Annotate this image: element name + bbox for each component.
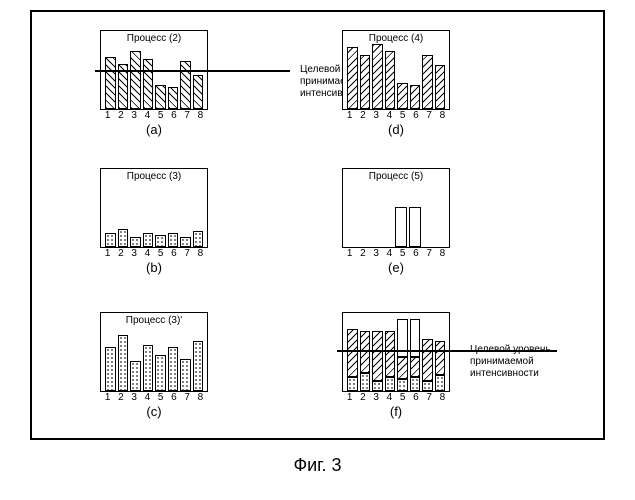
segment xyxy=(347,377,358,391)
bar xyxy=(130,237,141,247)
stack xyxy=(410,319,421,391)
panel-c: Процесс (3)' 12345678 (c) xyxy=(100,312,208,392)
segment xyxy=(422,339,433,381)
panel-d-title: Процесс (4) xyxy=(343,33,449,44)
panel-f-xaxis: 12345678 xyxy=(343,393,449,403)
figure-frame: Процесс (2) 12345678 (a) Целевой уровень… xyxy=(30,10,605,440)
stack xyxy=(360,331,371,391)
panel-b-xaxis: 12345678 xyxy=(101,249,207,259)
segment xyxy=(435,341,446,375)
segment xyxy=(397,357,408,379)
bar xyxy=(422,55,433,109)
bar xyxy=(143,59,154,109)
panel-f-side-label: Целевой уровеньпринимаемойинтенсивности xyxy=(470,344,551,380)
panel-d-sub: (d) xyxy=(342,122,450,137)
panel-c-title: Процесс (3)' xyxy=(101,315,207,326)
segment xyxy=(360,373,371,391)
segment xyxy=(372,331,383,381)
stack xyxy=(347,329,358,391)
panel-a-title: Процесс (2) xyxy=(101,33,207,44)
segment xyxy=(347,329,358,377)
bar xyxy=(410,85,421,109)
panel-c-box: Процесс (3)' 12345678 xyxy=(100,312,208,392)
panel-b-box: Процесс (3) 12345678 xyxy=(100,168,208,248)
panel-a-sub: (a) xyxy=(100,122,208,137)
bar xyxy=(409,207,421,247)
panel-e-sub: (e) xyxy=(342,260,450,275)
panel-d-box: Процесс (4) 12345678 xyxy=(342,30,450,110)
bar xyxy=(155,235,166,247)
panel-c-xaxis: 12345678 xyxy=(101,393,207,403)
panel-b-title: Процесс (3) xyxy=(101,171,207,182)
bar xyxy=(395,207,407,247)
bar xyxy=(435,65,446,109)
segment xyxy=(360,331,371,373)
panel-e-xaxis: 12345678 xyxy=(343,249,449,259)
bar xyxy=(168,233,179,247)
segment xyxy=(410,377,421,391)
figure-caption: Фиг. 3 xyxy=(0,455,635,476)
panel-f-bars xyxy=(347,319,445,391)
panel-f: 12345678 (f) Целевой уровеньпринимаемойи… xyxy=(342,312,450,392)
bar xyxy=(118,229,129,247)
panel-a-target xyxy=(95,70,290,72)
bar xyxy=(180,61,191,109)
stack xyxy=(372,331,383,391)
segment xyxy=(385,377,396,391)
segment xyxy=(397,379,408,391)
bar xyxy=(180,237,191,247)
bar xyxy=(360,55,371,109)
panel-a-bars xyxy=(105,51,203,109)
segment xyxy=(410,357,421,377)
bar xyxy=(347,47,358,109)
bar xyxy=(105,233,116,247)
bar xyxy=(193,75,204,109)
panel-b-sub: (b) xyxy=(100,260,208,275)
segment xyxy=(435,375,446,391)
panel-d-xaxis: 12345678 xyxy=(343,111,449,121)
panel-e-title: Процесс (5) xyxy=(343,171,449,182)
stack xyxy=(422,339,433,391)
bar xyxy=(105,347,116,391)
bar xyxy=(130,361,141,391)
bar xyxy=(193,341,204,391)
bar xyxy=(397,83,408,109)
bar xyxy=(168,347,179,391)
bar xyxy=(155,85,166,109)
bar xyxy=(143,345,154,391)
bar xyxy=(143,233,154,247)
panel-c-sub: (c) xyxy=(100,404,208,419)
bar xyxy=(168,87,179,109)
panel-c-bars xyxy=(105,335,203,391)
bar xyxy=(130,51,141,109)
panel-e-box: Процесс (5) 12345678 xyxy=(342,168,450,248)
panel-d: Процесс (4) 12345678 (d) xyxy=(342,30,450,110)
panel-e-bars xyxy=(347,207,445,247)
segment xyxy=(385,331,396,377)
bar xyxy=(193,231,204,247)
bar xyxy=(372,44,383,109)
segment xyxy=(372,381,383,391)
panel-b-bars xyxy=(105,229,203,247)
stack xyxy=(397,319,408,391)
panel-a: Процесс (2) 12345678 (a) Целевой уровень… xyxy=(100,30,208,110)
panel-f-box: 12345678 xyxy=(342,312,450,392)
bar xyxy=(155,355,166,391)
panel-a-xaxis: 12345678 xyxy=(101,111,207,121)
panel-b: Процесс (3) 12345678 (b) xyxy=(100,168,208,248)
panel-e: Процесс (5) 12345678 (e) xyxy=(342,168,450,248)
panel-d-bars xyxy=(347,44,445,109)
bar xyxy=(385,51,396,109)
stack xyxy=(385,331,396,391)
bar xyxy=(180,359,191,391)
panel-f-sub: (f) xyxy=(342,404,450,419)
segment xyxy=(422,381,433,391)
bar xyxy=(105,57,116,109)
stack xyxy=(435,341,446,391)
bar xyxy=(118,335,129,391)
figure-container: Процесс (2) 12345678 (a) Целевой уровень… xyxy=(0,0,635,500)
